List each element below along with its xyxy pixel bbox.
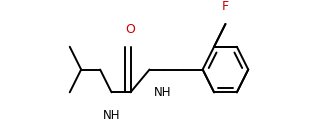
Text: F: F xyxy=(222,0,229,13)
Text: O: O xyxy=(126,23,135,36)
Text: NH: NH xyxy=(154,86,171,99)
Text: NH: NH xyxy=(103,109,120,122)
